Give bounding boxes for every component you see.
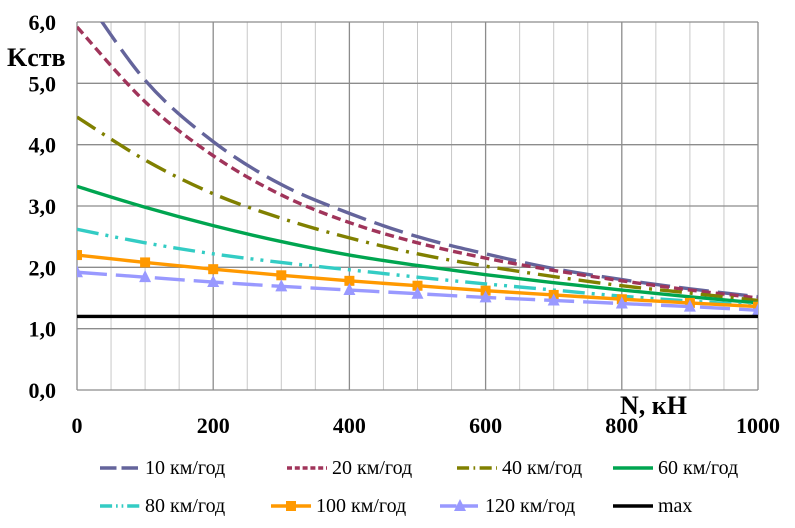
- data-point: [139, 270, 152, 283]
- x-tick-label: 400: [333, 413, 366, 438]
- y-tick-label: 2,0: [29, 255, 57, 280]
- plot-area: [77, 22, 758, 319]
- tick-labels: 0 200 400 600 800 1000 0,0 1,0 2,0 3,0 4,0 5,0 6,0: [29, 10, 781, 438]
- legend-label: max: [658, 495, 692, 517]
- legend-item: 100 км/год: [271, 495, 406, 517]
- y-tick-label: 6,0: [29, 10, 57, 35]
- data-point: [547, 293, 560, 306]
- data-point: [615, 296, 628, 309]
- data-point: [752, 303, 758, 316]
- legend-label: 40 км/год: [502, 457, 582, 479]
- legend-label: 10 км/год: [145, 457, 225, 479]
- series-1: [77, 25, 758, 300]
- legend-label: 100 км/год: [316, 495, 406, 517]
- legend-item: 20 км/год: [287, 457, 412, 479]
- series-2: [77, 115, 758, 303]
- y-axis-title: Kств: [7, 43, 66, 72]
- y-tick-label: 5,0: [29, 71, 57, 96]
- legend-label: 60 км/год: [658, 457, 738, 479]
- data-point: [275, 279, 288, 292]
- x-tick-label: 200: [197, 413, 230, 438]
- data-point: [77, 265, 83, 278]
- series-3: [77, 184, 758, 305]
- data-point: [412, 280, 423, 291]
- y-tick-label: 0,0: [29, 378, 57, 403]
- data-point: [276, 270, 287, 281]
- grid: [77, 21, 759, 390]
- series-4: [77, 227, 758, 308]
- legend-item: 40 км/год: [457, 457, 582, 479]
- legend-label: 80 км/год: [145, 495, 225, 517]
- x-axis-title: N, кН: [620, 391, 687, 420]
- legend: 10 км/год 20 км/год 40 км/год 60 км/год 80 к…: [100, 457, 738, 517]
- data-point: [208, 264, 219, 275]
- series-line: [77, 25, 758, 300]
- legend-item: 60 км/год: [613, 457, 738, 479]
- x-tick-label: 1000: [736, 413, 780, 438]
- y-tick-label: 1,0: [29, 317, 57, 342]
- series-line: [77, 227, 758, 308]
- data-point: [683, 299, 696, 312]
- x-tick-label: 600: [469, 413, 502, 438]
- data-point: [479, 290, 492, 303]
- data-point: [344, 275, 355, 286]
- legend-item: max: [613, 495, 692, 517]
- y-tick-label: 3,0: [29, 194, 57, 219]
- legend-marker: [454, 499, 466, 511]
- x-tick-label: 0: [72, 413, 83, 438]
- legend-item: 10 км/год: [100, 457, 225, 479]
- series-0: [100, 22, 758, 299]
- data-point: [753, 301, 758, 312]
- legend-label: 120 км/год: [485, 495, 575, 517]
- axes: [76, 22, 758, 391]
- data-point: [140, 257, 151, 268]
- series-line: [100, 22, 758, 299]
- legend-item: 120 км/год: [440, 495, 575, 517]
- series-line: [77, 184, 758, 305]
- data-point: [343, 283, 356, 296]
- y-tick-label: 4,0: [29, 133, 57, 158]
- data-point: [411, 286, 424, 299]
- legend-marker: [286, 501, 296, 511]
- data-point: [77, 250, 82, 261]
- legend-item: 80 км/год: [100, 495, 225, 517]
- series-line: [77, 115, 758, 303]
- x-tick-label: 800: [605, 413, 638, 438]
- data-point: [207, 275, 220, 288]
- legend-label: 20 км/год: [332, 457, 412, 479]
- series-6: [77, 265, 758, 316]
